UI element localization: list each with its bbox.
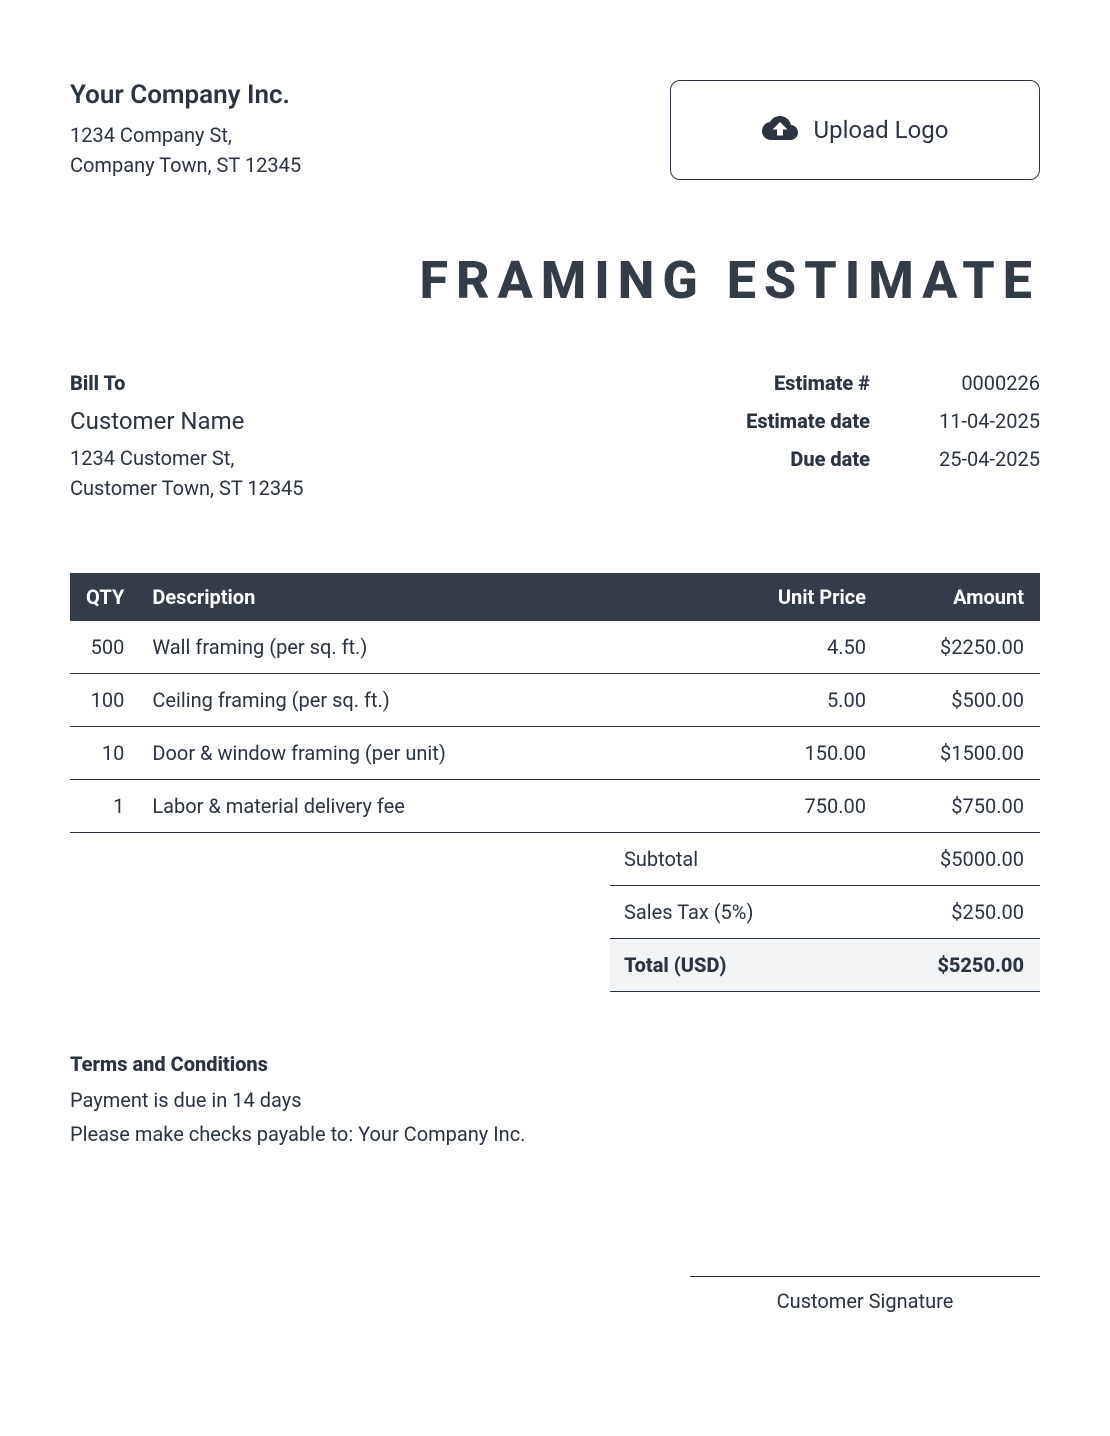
totals-table: Subtotal $5000.00 Sales Tax (5%) $250.00… [610,833,1040,992]
tax-label: Sales Tax (5%) [610,886,857,939]
amount-cell: $750.00 [880,780,1040,833]
grand-total-label: Total (USD) [610,939,857,992]
company-address-line1: 1234 Company St, [70,120,670,150]
estimate-date-row: Estimate date 11-04-2025 [710,409,1040,433]
price-cell: 750.00 [700,780,880,833]
cloud-upload-icon [762,110,798,150]
table-row: 500 Wall framing (per sq. ft.) 4.50 $225… [70,621,1040,674]
amount-cell: $500.00 [880,674,1040,727]
table-row: 10 Door & window framing (per unit) 150.… [70,727,1040,780]
desc-cell: Labor & material delivery fee [138,780,700,833]
qty-cell: 10 [70,727,138,780]
desc-cell: Ceiling framing (per sq. ft.) [138,674,700,727]
price-cell: 150.00 [700,727,880,780]
table-row: 1 Labor & material delivery fee 750.00 $… [70,780,1040,833]
terms-line-2: Please make checks payable to: Your Comp… [70,1122,1040,1146]
subtotal-value: $5000.00 [857,833,1040,886]
customer-address-line1: 1234 Customer St, [70,443,710,473]
estimate-number-value: 0000226 [920,371,1040,395]
estimate-date-label: Estimate date [710,409,870,433]
totals-section: Subtotal $5000.00 Sales Tax (5%) $250.00… [70,833,1040,992]
grand-total-row: Total (USD) $5250.00 [610,939,1040,992]
qty-cell: 100 [70,674,138,727]
estimate-date-value: 11-04-2025 [920,409,1040,433]
price-cell: 4.50 [700,621,880,674]
company-name: Your Company Inc. [70,80,670,110]
line-items-table: QTY Description Unit Price Amount 500 Wa… [70,573,1040,833]
subtotal-row: Subtotal $5000.00 [610,833,1040,886]
due-date-label: Due date [710,447,870,471]
desc-cell: Door & window framing (per unit) [138,727,700,780]
subtotal-label: Subtotal [610,833,857,886]
header-description: Description [138,573,700,621]
terms-heading: Terms and Conditions [70,1052,1040,1076]
tax-value: $250.00 [857,886,1040,939]
company-address: 1234 Company St, Company Town, ST 12345 [70,120,670,180]
due-date-row: Due date 25-04-2025 [710,447,1040,471]
signature-box: Customer Signature [690,1276,1040,1313]
amount-cell: $2250.00 [880,621,1040,674]
header-row: Your Company Inc. 1234 Company St, Compa… [70,80,1040,180]
document-title: FRAMING ESTIMATE [70,250,1040,311]
desc-cell: Wall framing (per sq. ft.) [138,621,700,674]
table-row: 100 Ceiling framing (per sq. ft.) 5.00 $… [70,674,1040,727]
upload-logo-label: Upload Logo [814,116,949,144]
price-cell: 5.00 [700,674,880,727]
meta-section: Bill To Customer Name 1234 Customer St, … [70,371,1040,503]
signature-section: Customer Signature [70,1276,1040,1313]
upload-logo-button[interactable]: Upload Logo [670,80,1040,180]
estimate-number-label: Estimate # [710,371,870,395]
terms-section: Terms and Conditions Payment is due in 1… [70,1052,1040,1146]
grand-total-value: $5250.00 [857,939,1040,992]
due-date-value: 25-04-2025 [920,447,1040,471]
customer-address-line2: Customer Town, ST 12345 [70,473,710,503]
header-amount: Amount [880,573,1040,621]
customer-name: Customer Name [70,407,710,435]
header-unit-price: Unit Price [700,573,880,621]
qty-cell: 1 [70,780,138,833]
estimate-details: Estimate # 0000226 Estimate date 11-04-2… [710,371,1040,485]
bill-to-block: Bill To Customer Name 1234 Customer St, … [70,371,710,503]
header-qty: QTY [70,573,138,621]
company-address-line2: Company Town, ST 12345 [70,150,670,180]
signature-label: Customer Signature [690,1276,1040,1313]
tax-row: Sales Tax (5%) $250.00 [610,886,1040,939]
table-header-row: QTY Description Unit Price Amount [70,573,1040,621]
bill-to-heading: Bill To [70,371,710,395]
amount-cell: $1500.00 [880,727,1040,780]
estimate-number-row: Estimate # 0000226 [710,371,1040,395]
company-block: Your Company Inc. 1234 Company St, Compa… [70,80,670,180]
terms-line-1: Payment is due in 14 days [70,1088,1040,1112]
qty-cell: 500 [70,621,138,674]
customer-address: 1234 Customer St, Customer Town, ST 1234… [70,443,710,503]
